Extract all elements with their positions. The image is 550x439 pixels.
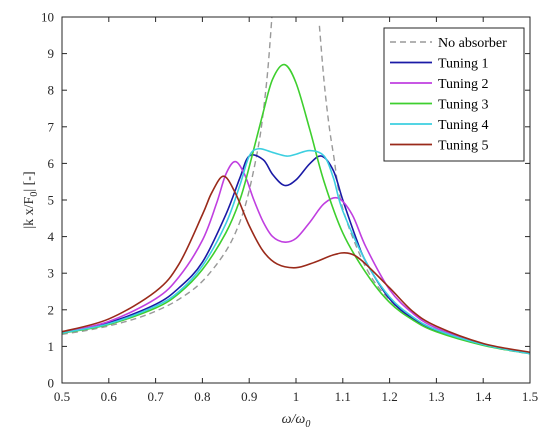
x-tick-label: 0.9	[241, 389, 257, 404]
legend-label: Tuning 2	[438, 77, 488, 92]
y-tick-labels: 0 1 2 3 4 5 6 7 8 9 10	[41, 10, 55, 391]
x-tick-label: 0.5	[54, 389, 70, 404]
y-tick-label: 1	[48, 339, 55, 354]
y-tick-label: 5	[48, 193, 55, 208]
x-tick-label: 0.7	[147, 389, 164, 404]
x-tick-label: 0.6	[101, 389, 118, 404]
series-line-tuning-3	[62, 63, 530, 355]
series-line-tuning-1	[62, 154, 530, 354]
legend-label: Tuning 3	[438, 98, 488, 113]
series-layer	[62, 17, 530, 355]
x-tick-label: 1.1	[335, 389, 351, 404]
y-axis-label: |k x/F0| [-]	[22, 171, 40, 228]
y-tick-label: 0	[48, 376, 55, 391]
series-line-tuning-4	[62, 147, 530, 355]
legend-box	[383, 27, 525, 162]
y-tick-label: 10	[41, 10, 54, 25]
x-tick-label: 1.2	[381, 389, 397, 404]
x-tick-label: 1.3	[428, 389, 444, 404]
y-tick-label: 4	[48, 229, 55, 244]
y-tick-label: 3	[48, 266, 55, 281]
ticks-layer	[61, 16, 531, 384]
y-tick-label: 6	[48, 156, 55, 171]
y-tick-label: 8	[48, 83, 55, 98]
legend-label: Tuning 4	[438, 118, 488, 133]
y-tick-label: 7	[48, 119, 55, 134]
legend: No absorber Tuning 1 Tuning 2 Tuning 3 Tunin…	[383, 27, 525, 162]
x-tick-label: 1	[293, 389, 300, 404]
series-line-no-absorber-1	[62, 17, 273, 336]
x-tick-label: 0.8	[194, 389, 210, 404]
x-axis-label: ω/ω0	[282, 412, 311, 430]
series-line-tuning-2	[62, 160, 530, 354]
legend-label: Tuning 1	[438, 57, 488, 72]
legend-label: No absorber	[438, 36, 507, 51]
x-tick-label: 1.4	[475, 389, 492, 404]
series-line-tuning-5	[62, 175, 530, 354]
x-tick-labels: 0.5 0.6 0.7 0.8 0.9 1 1.1 1.2 1.3 1.4 1.5	[54, 389, 538, 404]
x-tick-label: 1.5	[522, 389, 538, 404]
y-tick-label: 2	[48, 302, 55, 317]
legend-label: Tuning 5	[438, 139, 488, 154]
y-tick-label: 9	[48, 46, 55, 61]
